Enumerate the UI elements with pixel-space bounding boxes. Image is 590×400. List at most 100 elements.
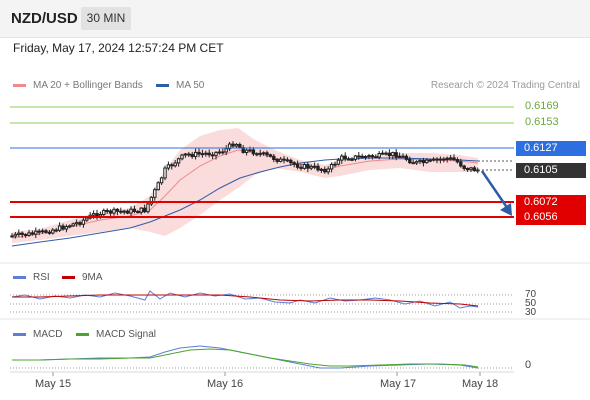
candle-body bbox=[221, 151, 225, 154]
candle-body bbox=[10, 235, 14, 238]
ma50-line bbox=[11, 157, 479, 247]
candle-body bbox=[340, 155, 344, 161]
candle-body bbox=[17, 232, 21, 235]
macd-signal-legend: MACD Signal bbox=[76, 329, 156, 340]
chart-header: NZD/USD 30 MIN bbox=[0, 0, 590, 38]
candle-body bbox=[282, 158, 286, 161]
candle-body bbox=[360, 155, 364, 158]
rsi-ma-swatch bbox=[62, 275, 75, 279]
candle-body bbox=[312, 165, 317, 168]
candle-body bbox=[472, 167, 477, 172]
rsi-legend: RSI bbox=[13, 272, 50, 283]
rsi-tick-70: 70 bbox=[525, 289, 537, 300]
candle-body bbox=[404, 155, 409, 160]
x-label-may15: May 15 bbox=[35, 378, 72, 390]
candle-body bbox=[380, 152, 385, 155]
candle-body bbox=[108, 210, 113, 214]
ma20-line bbox=[11, 149, 479, 239]
candle-body bbox=[142, 207, 147, 213]
candle-body bbox=[438, 158, 443, 161]
candle-body bbox=[139, 207, 143, 213]
legend-ma20: MA 20 + Bollinger Bands bbox=[13, 80, 143, 91]
candle-body bbox=[61, 225, 65, 230]
candle-body bbox=[91, 213, 96, 216]
candle-body bbox=[146, 203, 150, 213]
timeframe-button[interactable]: 30 MIN bbox=[81, 7, 131, 30]
candle-body bbox=[197, 151, 201, 155]
candle-body bbox=[295, 163, 300, 168]
candle-body bbox=[47, 231, 52, 234]
candle-body bbox=[190, 153, 194, 158]
candle-body bbox=[272, 155, 276, 160]
candle-body bbox=[23, 233, 28, 236]
candle-body bbox=[408, 158, 412, 164]
candle-body bbox=[465, 168, 470, 171]
candle-body bbox=[204, 152, 208, 155]
candle-body bbox=[377, 153, 381, 158]
candle-body bbox=[258, 152, 262, 155]
candle-body bbox=[20, 232, 24, 235]
candle-body bbox=[193, 151, 198, 158]
candle-body bbox=[176, 158, 181, 164]
candle-body bbox=[459, 161, 463, 167]
candle-body bbox=[115, 208, 120, 212]
candle-body bbox=[346, 158, 351, 161]
candle-body bbox=[370, 155, 375, 158]
x-label-may17: May 17 bbox=[380, 378, 417, 390]
candle-body bbox=[163, 167, 167, 179]
candle-body bbox=[292, 162, 296, 165]
candle-body bbox=[333, 163, 337, 166]
candle-body bbox=[64, 226, 69, 230]
candle-body bbox=[112, 208, 116, 214]
candle-body bbox=[445, 157, 449, 160]
candle-body bbox=[414, 161, 419, 164]
candle-body bbox=[448, 157, 453, 160]
candle-body bbox=[183, 153, 188, 156]
candle-body bbox=[227, 143, 232, 150]
candle-body bbox=[214, 151, 218, 157]
candle-body bbox=[170, 164, 174, 167]
candle-body bbox=[81, 219, 86, 225]
rsi-legend-label: RSI bbox=[33, 272, 50, 283]
candle-body bbox=[316, 165, 320, 171]
resistance-1-label: 0.6153 bbox=[525, 116, 559, 128]
candle-body bbox=[122, 210, 126, 213]
candle-body bbox=[231, 143, 235, 147]
candle-body bbox=[285, 159, 290, 162]
legend-ma50: MA 50 bbox=[156, 80, 204, 91]
candle-body bbox=[78, 222, 82, 225]
candle-body bbox=[37, 230, 41, 233]
candle-body bbox=[350, 158, 354, 161]
candle-body bbox=[180, 154, 184, 160]
rsi-swatch bbox=[13, 275, 26, 279]
candle-body bbox=[278, 158, 283, 162]
candle-body bbox=[95, 213, 99, 217]
candle-body bbox=[387, 152, 392, 157]
rsi-tick-30: 30 bbox=[525, 307, 537, 318]
last-price-label: 0.6105 bbox=[516, 163, 586, 178]
candle-body bbox=[244, 149, 249, 153]
ma50-swatch bbox=[156, 83, 169, 87]
candle-body bbox=[265, 152, 269, 156]
candle-body bbox=[357, 155, 361, 158]
candle-body bbox=[248, 149, 252, 152]
candle-body bbox=[367, 155, 371, 158]
candle-body bbox=[30, 232, 35, 235]
candle-body bbox=[319, 168, 324, 171]
candle-body bbox=[275, 158, 279, 162]
candle-body bbox=[255, 153, 259, 156]
ma20-swatch bbox=[13, 83, 26, 87]
candle-body bbox=[166, 164, 171, 169]
candle-body bbox=[40, 230, 45, 233]
candle-body bbox=[452, 157, 456, 161]
x-label-may16: May 16 bbox=[207, 378, 244, 390]
rsi-line bbox=[11, 290, 479, 309]
bollinger-band bbox=[12, 128, 478, 243]
macd-legend: MACD bbox=[13, 329, 62, 340]
candle-body bbox=[68, 225, 72, 228]
candle-body bbox=[394, 152, 398, 158]
rsi-ma-legend: 9MA bbox=[62, 272, 103, 283]
rsi-9ma-line bbox=[12, 294, 479, 307]
ma20-label: MA 20 + Bollinger Bands bbox=[33, 80, 143, 91]
